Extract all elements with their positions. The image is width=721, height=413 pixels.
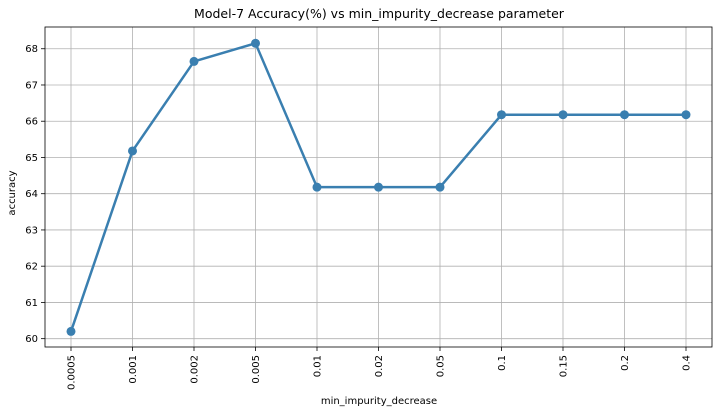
x-tick-label: 0.01: [313, 355, 324, 377]
plot-frame: [44, 26, 713, 348]
data-point: [681, 110, 691, 120]
y-tick-label: 61: [25, 298, 38, 309]
y-tick-label: 67: [25, 80, 38, 91]
y-tick-label: 62: [25, 262, 38, 273]
x-tick-label: 0.1: [497, 355, 508, 371]
y-tick-label: 65: [25, 153, 38, 164]
data-point: [189, 56, 199, 66]
chart-title: Model-7 Accuracy(%) vs min_impurity_decr…: [194, 6, 565, 21]
data-point: [374, 182, 383, 192]
x-tick-label: 0.002: [190, 355, 201, 384]
y-tick-label: 64: [25, 189, 38, 200]
x-tick-label: 0.15: [559, 355, 570, 377]
x-tick-label: 0.2: [620, 355, 631, 371]
data-point: [497, 110, 506, 120]
x-tick-label: 0.05: [436, 355, 447, 377]
data-point: [620, 110, 629, 120]
x-tick-label: 0.02: [374, 355, 385, 377]
x-tick-label: 0.001: [128, 355, 139, 384]
x-axis-label: min_impurity_decrease: [321, 396, 437, 407]
y-tick-label: 66: [25, 117, 38, 128]
x-tick-label: 0.0005: [67, 355, 78, 390]
data-point: [435, 182, 445, 192]
y-tick-label: 63: [25, 225, 38, 236]
grid: [45, 27, 712, 347]
x-tick-label: 0.4: [682, 355, 693, 371]
data-point: [558, 110, 568, 120]
series-layer: [66, 38, 691, 336]
y-tick-label: 60: [25, 334, 38, 345]
x-tick-label: 0.005: [251, 355, 262, 384]
y-tick-label: 68: [25, 44, 38, 55]
data-point: [312, 182, 322, 192]
data-point: [66, 326, 76, 336]
data-point: [128, 146, 137, 156]
data-point: [251, 38, 260, 48]
y-axis-label: accuracy: [7, 170, 18, 215]
axis-ticks: 0.0005 0.001 0.002 0.005 0.01 0.02 0.05 0.1 0.15…: [25, 44, 692, 390]
